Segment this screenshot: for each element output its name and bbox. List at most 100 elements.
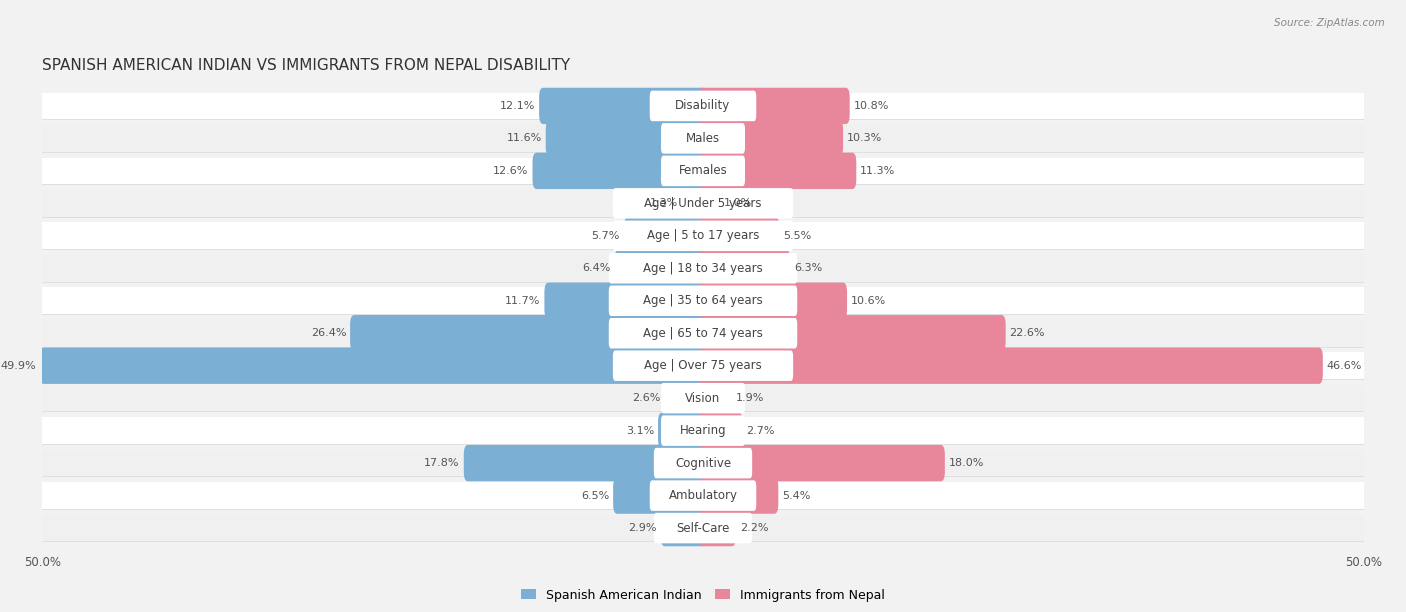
Bar (42, 223, 1364, 249)
Bar (42, 515, 1364, 542)
FancyBboxPatch shape (533, 152, 707, 189)
FancyBboxPatch shape (613, 220, 793, 251)
FancyBboxPatch shape (544, 283, 707, 319)
FancyBboxPatch shape (613, 477, 707, 514)
Text: 10.3%: 10.3% (846, 133, 883, 143)
FancyBboxPatch shape (699, 88, 849, 124)
Bar (42, 288, 1364, 314)
FancyBboxPatch shape (613, 351, 793, 381)
FancyBboxPatch shape (538, 88, 707, 124)
FancyBboxPatch shape (699, 250, 790, 286)
FancyBboxPatch shape (699, 412, 742, 449)
Bar (42, 125, 1364, 152)
Bar (42, 353, 1364, 379)
Text: 12.1%: 12.1% (499, 101, 536, 111)
Text: 2.6%: 2.6% (633, 393, 661, 403)
FancyBboxPatch shape (658, 412, 707, 449)
FancyBboxPatch shape (665, 380, 707, 416)
Bar (42, 482, 1364, 509)
Bar (42, 385, 1364, 411)
Text: 26.4%: 26.4% (311, 328, 346, 338)
FancyBboxPatch shape (350, 315, 707, 351)
Text: 5.5%: 5.5% (783, 231, 811, 241)
FancyBboxPatch shape (699, 348, 1323, 384)
Text: Self-Care: Self-Care (676, 521, 730, 534)
Text: 6.3%: 6.3% (794, 263, 823, 274)
Text: 11.3%: 11.3% (860, 166, 896, 176)
FancyBboxPatch shape (699, 380, 733, 416)
Text: 5.4%: 5.4% (782, 491, 811, 501)
Text: 2.9%: 2.9% (628, 523, 657, 533)
Text: 11.7%: 11.7% (505, 296, 540, 306)
FancyBboxPatch shape (614, 250, 707, 286)
FancyBboxPatch shape (654, 513, 752, 543)
FancyBboxPatch shape (661, 510, 707, 547)
FancyBboxPatch shape (682, 185, 707, 222)
Legend: Spanish American Indian, Immigrants from Nepal: Spanish American Indian, Immigrants from… (516, 584, 890, 606)
Text: 5.7%: 5.7% (592, 231, 620, 241)
Text: 6.4%: 6.4% (582, 263, 610, 274)
Text: 12.6%: 12.6% (494, 166, 529, 176)
FancyBboxPatch shape (613, 188, 793, 218)
Text: 3.1%: 3.1% (626, 426, 654, 436)
Bar (42, 157, 1364, 184)
Text: 11.6%: 11.6% (506, 133, 541, 143)
FancyBboxPatch shape (546, 120, 707, 157)
FancyBboxPatch shape (699, 283, 846, 319)
Text: Age | 65 to 74 years: Age | 65 to 74 years (643, 327, 763, 340)
FancyBboxPatch shape (464, 445, 707, 481)
FancyBboxPatch shape (661, 123, 745, 154)
FancyBboxPatch shape (661, 383, 745, 414)
FancyBboxPatch shape (609, 318, 797, 348)
FancyBboxPatch shape (699, 315, 1005, 351)
FancyBboxPatch shape (699, 477, 779, 514)
Text: Source: ZipAtlas.com: Source: ZipAtlas.com (1274, 18, 1385, 28)
FancyBboxPatch shape (654, 448, 752, 479)
Bar (42, 92, 1364, 119)
FancyBboxPatch shape (609, 285, 797, 316)
FancyBboxPatch shape (699, 445, 945, 481)
Text: 1.9%: 1.9% (737, 393, 765, 403)
FancyBboxPatch shape (39, 348, 707, 384)
FancyBboxPatch shape (699, 120, 844, 157)
Bar (42, 190, 1364, 217)
Text: Females: Females (679, 165, 727, 177)
FancyBboxPatch shape (661, 416, 745, 446)
FancyBboxPatch shape (624, 218, 707, 254)
FancyBboxPatch shape (699, 152, 856, 189)
Text: 10.6%: 10.6% (851, 296, 886, 306)
Bar (42, 417, 1364, 444)
Bar (42, 320, 1364, 346)
Text: 46.6%: 46.6% (1327, 360, 1362, 371)
FancyBboxPatch shape (650, 480, 756, 511)
Text: 22.6%: 22.6% (1010, 328, 1045, 338)
Text: Age | Over 75 years: Age | Over 75 years (644, 359, 762, 372)
Text: Age | 35 to 64 years: Age | 35 to 64 years (643, 294, 763, 307)
Text: 1.0%: 1.0% (724, 198, 752, 208)
Text: SPANISH AMERICAN INDIAN VS IMMIGRANTS FROM NEPAL DISABILITY: SPANISH AMERICAN INDIAN VS IMMIGRANTS FR… (42, 58, 571, 73)
Text: Age | 5 to 17 years: Age | 5 to 17 years (647, 230, 759, 242)
Text: 2.2%: 2.2% (740, 523, 769, 533)
FancyBboxPatch shape (650, 91, 756, 121)
FancyBboxPatch shape (699, 510, 737, 547)
Text: Age | 18 to 34 years: Age | 18 to 34 years (643, 262, 763, 275)
Bar (42, 255, 1364, 282)
FancyBboxPatch shape (699, 185, 720, 222)
Text: 10.8%: 10.8% (853, 101, 889, 111)
FancyBboxPatch shape (661, 155, 745, 186)
Text: Hearing: Hearing (679, 424, 727, 437)
Bar (42, 450, 1364, 476)
Text: Vision: Vision (685, 392, 721, 405)
Text: 1.3%: 1.3% (650, 198, 678, 208)
Text: Age | Under 5 years: Age | Under 5 years (644, 197, 762, 210)
FancyBboxPatch shape (699, 218, 780, 254)
Text: Ambulatory: Ambulatory (668, 489, 738, 502)
Text: 17.8%: 17.8% (425, 458, 460, 468)
Text: Males: Males (686, 132, 720, 145)
Text: 18.0%: 18.0% (949, 458, 984, 468)
Text: Disability: Disability (675, 99, 731, 113)
Text: 49.9%: 49.9% (0, 360, 35, 371)
Text: Cognitive: Cognitive (675, 457, 731, 469)
Text: 6.5%: 6.5% (581, 491, 609, 501)
FancyBboxPatch shape (609, 253, 797, 283)
